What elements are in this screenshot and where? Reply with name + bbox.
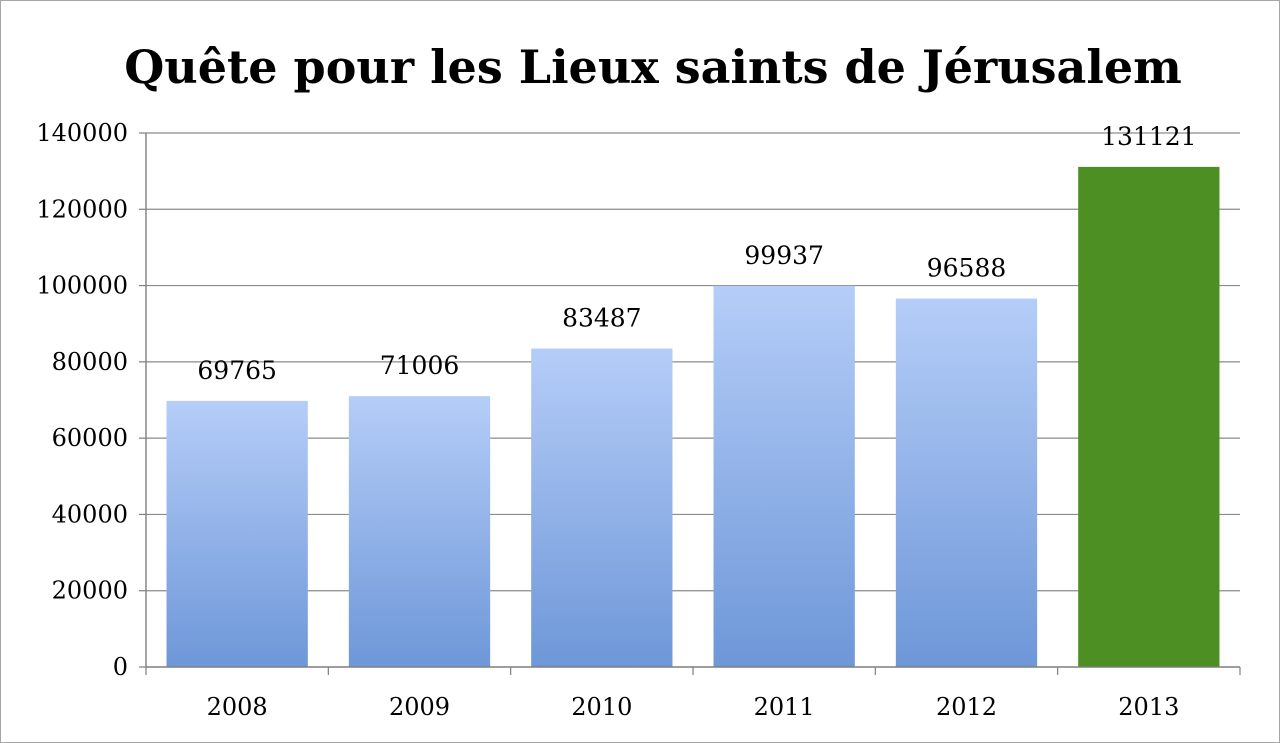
data-label-2013: 131121	[1101, 122, 1196, 151]
data-label-2010: 83487	[562, 304, 642, 333]
y-tick-label: 40000	[52, 500, 128, 528]
y-tick-label: 20000	[52, 577, 128, 605]
y-tick-label: 0	[113, 653, 128, 681]
data-label-2011: 99937	[744, 241, 824, 270]
x-tick-label: 2012	[936, 693, 997, 721]
bar-2009	[348, 396, 491, 667]
x-tick-label: 2010	[571, 693, 632, 721]
x-tick-label: 2011	[754, 693, 815, 721]
data-label-2009: 71006	[380, 351, 460, 380]
labels: 0 20000 40000 60000 80000 100000 120000 140000 6…	[36, 119, 1196, 721]
x-tick-label: 2013	[1118, 693, 1179, 721]
y-tick-label: 60000	[52, 424, 128, 452]
bars	[166, 166, 1220, 667]
bar-2008	[166, 400, 308, 667]
axes	[139, 132, 1241, 675]
bar-2012	[895, 298, 1038, 667]
x-tick-label: 2009	[389, 693, 450, 721]
chart-title: Quête pour les Lieux saints de Jérusalem	[124, 40, 1182, 94]
y-tick-label: 120000	[36, 195, 128, 223]
data-label-2012: 96588	[927, 254, 1007, 283]
y-tick-label: 140000	[36, 119, 128, 147]
bar-2013	[1078, 166, 1220, 667]
bar-2010	[531, 348, 673, 667]
gridlines	[146, 132, 1240, 592]
x-tick-label: 2008	[207, 693, 268, 721]
y-tick-label: 80000	[52, 348, 128, 376]
bar-2011	[713, 285, 855, 667]
data-label-2008: 69765	[197, 356, 277, 385]
y-tick-label: 100000	[36, 272, 128, 300]
